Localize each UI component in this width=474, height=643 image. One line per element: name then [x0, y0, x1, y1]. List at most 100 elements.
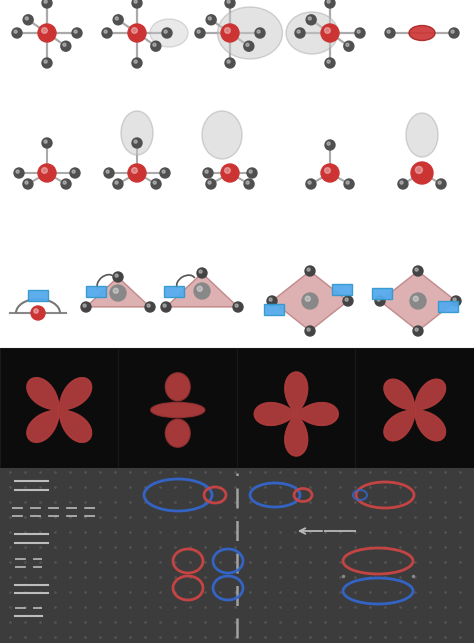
Circle shape [255, 28, 265, 38]
Bar [0, 0, 474, 268]
Circle shape [346, 181, 349, 184]
Circle shape [411, 162, 433, 184]
Circle shape [387, 30, 390, 33]
Circle shape [308, 17, 311, 20]
Circle shape [134, 140, 137, 143]
Circle shape [225, 58, 235, 68]
Circle shape [42, 58, 52, 68]
Circle shape [225, 28, 230, 33]
Circle shape [451, 296, 461, 306]
Circle shape [113, 288, 118, 293]
Circle shape [307, 328, 310, 331]
Circle shape [203, 168, 213, 178]
FancyBboxPatch shape [264, 303, 284, 314]
Circle shape [325, 0, 335, 8]
Circle shape [295, 28, 305, 38]
Circle shape [321, 164, 339, 182]
FancyBboxPatch shape [332, 284, 352, 294]
Circle shape [415, 328, 418, 331]
Polygon shape [272, 271, 348, 331]
Circle shape [197, 30, 200, 33]
Circle shape [244, 179, 254, 189]
Circle shape [413, 266, 423, 276]
Circle shape [145, 302, 155, 312]
Bar [0, 348, 474, 468]
Circle shape [246, 43, 249, 46]
Circle shape [308, 181, 311, 184]
Circle shape [151, 179, 161, 189]
Circle shape [357, 30, 360, 33]
Bar [0, 468, 474, 643]
Circle shape [132, 168, 137, 174]
Circle shape [147, 304, 150, 307]
Bar [118, 348, 237, 468]
Circle shape [81, 302, 91, 312]
Circle shape [115, 17, 118, 20]
Circle shape [72, 28, 82, 38]
Circle shape [244, 41, 254, 51]
Ellipse shape [165, 419, 190, 447]
Circle shape [63, 181, 66, 184]
Circle shape [42, 28, 47, 33]
Circle shape [83, 304, 86, 307]
Circle shape [225, 168, 230, 174]
Circle shape [25, 181, 28, 184]
Polygon shape [254, 372, 338, 456]
Circle shape [132, 58, 142, 68]
Ellipse shape [151, 403, 205, 417]
Circle shape [25, 17, 28, 20]
Circle shape [134, 0, 137, 3]
Circle shape [221, 24, 239, 42]
Circle shape [161, 302, 171, 312]
Circle shape [106, 170, 109, 173]
Circle shape [115, 274, 118, 277]
Circle shape [233, 302, 243, 312]
Circle shape [38, 24, 56, 42]
Circle shape [34, 309, 38, 313]
Ellipse shape [409, 26, 435, 41]
Circle shape [453, 298, 456, 301]
Circle shape [160, 168, 170, 178]
Circle shape [42, 138, 52, 148]
Ellipse shape [165, 373, 190, 401]
Circle shape [104, 30, 107, 33]
Circle shape [113, 179, 123, 189]
FancyBboxPatch shape [438, 300, 458, 311]
Circle shape [110, 285, 126, 301]
Circle shape [132, 0, 142, 8]
Circle shape [321, 24, 339, 42]
Circle shape [205, 170, 208, 173]
Circle shape [42, 0, 52, 8]
Circle shape [449, 28, 459, 38]
Circle shape [42, 168, 47, 174]
Circle shape [375, 296, 385, 306]
Circle shape [132, 28, 137, 33]
Ellipse shape [406, 113, 438, 157]
Circle shape [297, 30, 300, 33]
Circle shape [413, 326, 423, 336]
Circle shape [227, 0, 230, 3]
Circle shape [451, 30, 454, 33]
Circle shape [14, 168, 24, 178]
Circle shape [113, 15, 123, 25]
Circle shape [162, 170, 165, 173]
Circle shape [208, 181, 211, 184]
Circle shape [344, 179, 354, 189]
Bar [237, 348, 356, 468]
Circle shape [325, 28, 330, 33]
Circle shape [415, 167, 422, 174]
Circle shape [151, 41, 161, 51]
Polygon shape [384, 379, 446, 441]
Polygon shape [86, 277, 150, 307]
FancyBboxPatch shape [164, 285, 184, 296]
Circle shape [44, 0, 47, 3]
Polygon shape [380, 271, 456, 331]
Circle shape [344, 41, 354, 51]
Bar [356, 348, 474, 468]
Circle shape [113, 272, 123, 282]
Circle shape [199, 270, 202, 273]
Circle shape [346, 43, 349, 46]
Circle shape [61, 179, 71, 189]
Circle shape [325, 168, 330, 174]
Circle shape [400, 181, 403, 184]
